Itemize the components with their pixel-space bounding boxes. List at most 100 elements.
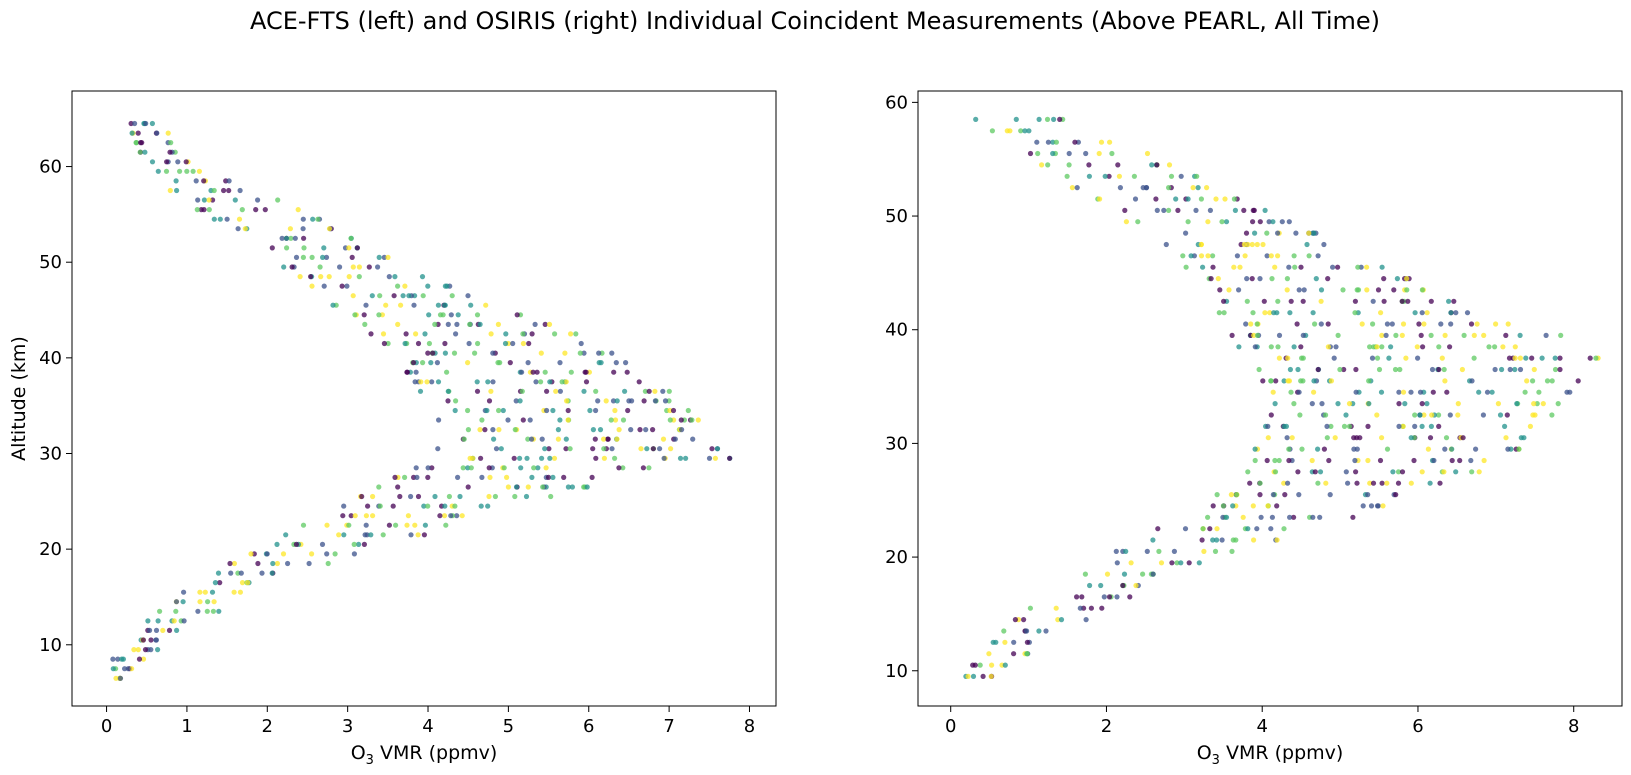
scatter-point <box>1086 173 1092 179</box>
x-tick-label: 3 <box>342 716 353 737</box>
scatter-point <box>1449 446 1455 452</box>
scatter-point <box>1251 332 1257 338</box>
scatter-point <box>467 321 473 327</box>
scatter-point <box>356 541 362 548</box>
scatter-point <box>1281 378 1287 384</box>
scatter-point <box>1318 287 1325 293</box>
scatter-point <box>292 235 298 241</box>
scatter-point <box>523 493 530 500</box>
scatter-point <box>546 446 552 452</box>
scatter-point <box>551 455 558 461</box>
scatter-point <box>1312 321 1318 327</box>
scatter-point <box>1222 196 1228 202</box>
scatter-point <box>1207 526 1213 532</box>
scatter-point <box>1296 389 1302 395</box>
scatter-point <box>1150 537 1156 543</box>
scatter-point <box>110 656 116 662</box>
scatter-point <box>1378 389 1385 395</box>
scatter-point <box>1438 321 1444 327</box>
scatter-point <box>1213 196 1219 202</box>
scatter-point <box>1256 366 1262 373</box>
left-scatter-panel: 0 1 2 3 4 5 6 7 8 10 20 30 40 50 60 O3 VMR (ppmv) Alt… <box>8 90 777 768</box>
scatter-point <box>1549 378 1555 384</box>
scatter-point <box>483 302 489 308</box>
scatter-point <box>1403 355 1409 361</box>
scatter-point <box>206 207 212 213</box>
y-tick-label: 40 <box>885 320 908 341</box>
scatter-point <box>435 446 441 452</box>
scatter-point <box>1318 298 1324 304</box>
scatter-point <box>1430 389 1436 395</box>
scatter-point <box>380 331 387 337</box>
scatter-point <box>264 551 270 557</box>
scatter-point <box>1196 560 1202 566</box>
scatter-point <box>595 398 601 404</box>
scatter-point <box>1284 435 1290 441</box>
scatter-point <box>383 302 389 308</box>
scatter-point <box>1275 253 1281 259</box>
scatter-point <box>217 580 223 586</box>
x-tick-label: 0 <box>101 716 112 737</box>
scatter-point <box>611 369 617 375</box>
scatter-point <box>1250 207 1256 213</box>
scatter-point <box>445 321 451 327</box>
scatter-point <box>1272 469 1279 475</box>
scatter-point <box>465 407 471 414</box>
scatter-point <box>1245 526 1251 532</box>
scatter-point <box>339 283 345 289</box>
scatter-point <box>555 436 562 442</box>
scatter-point <box>1143 185 1150 191</box>
scatter-point <box>1265 423 1271 429</box>
scatter-point <box>727 455 733 461</box>
scatter-point <box>1034 139 1040 145</box>
scatter-point <box>646 388 652 394</box>
x-tick-label: 1 <box>181 716 192 737</box>
scatter-point <box>1050 150 1056 157</box>
scatter-point <box>524 455 530 461</box>
scatter-point <box>300 522 307 528</box>
scatter-point <box>346 274 352 280</box>
scatter-point <box>1002 639 1008 645</box>
scatter-point <box>377 503 383 509</box>
scatter-point <box>1265 503 1271 509</box>
scatter-point <box>444 283 450 289</box>
scatter-point <box>1389 321 1395 327</box>
scatter-point <box>1101 594 1107 600</box>
scatter-point <box>209 589 216 595</box>
y-tick-label: 20 <box>39 539 62 560</box>
scatter-point <box>477 427 483 433</box>
scatter-point <box>1419 287 1425 293</box>
scatter-point <box>201 178 207 184</box>
scatter-point <box>1243 321 1249 327</box>
scatter-point <box>544 407 550 414</box>
scatter-point <box>1448 321 1454 327</box>
scatter-point <box>1392 366 1399 373</box>
scatter-point <box>448 513 454 519</box>
scatter-point <box>1552 355 1558 361</box>
scatter-point <box>457 493 463 500</box>
scatter-point <box>1405 298 1411 304</box>
scatter-point <box>1249 276 1255 282</box>
scatter-point <box>1252 344 1258 350</box>
scatter-point <box>1343 469 1349 475</box>
scatter-point <box>237 187 243 194</box>
scatter-point <box>553 388 559 394</box>
scatter-point <box>1183 264 1189 270</box>
scatter-point <box>381 254 387 260</box>
scatter-point <box>660 436 667 442</box>
scatter-point <box>1198 196 1204 202</box>
scatter-point <box>1481 332 1487 338</box>
y-tick-label: 50 <box>885 206 908 227</box>
scatter-point <box>300 216 306 222</box>
scatter-point <box>1360 503 1366 509</box>
scatter-point <box>1166 185 1172 191</box>
scatter-point <box>454 321 460 327</box>
scatter-point <box>1022 128 1028 134</box>
scatter-point <box>1232 207 1238 213</box>
scatter-point <box>413 331 419 337</box>
scatter-point <box>1424 310 1430 316</box>
scatter-point <box>652 398 659 404</box>
scatter-point <box>533 379 539 385</box>
scatter-point <box>1379 264 1385 270</box>
scatter-point <box>478 455 484 461</box>
